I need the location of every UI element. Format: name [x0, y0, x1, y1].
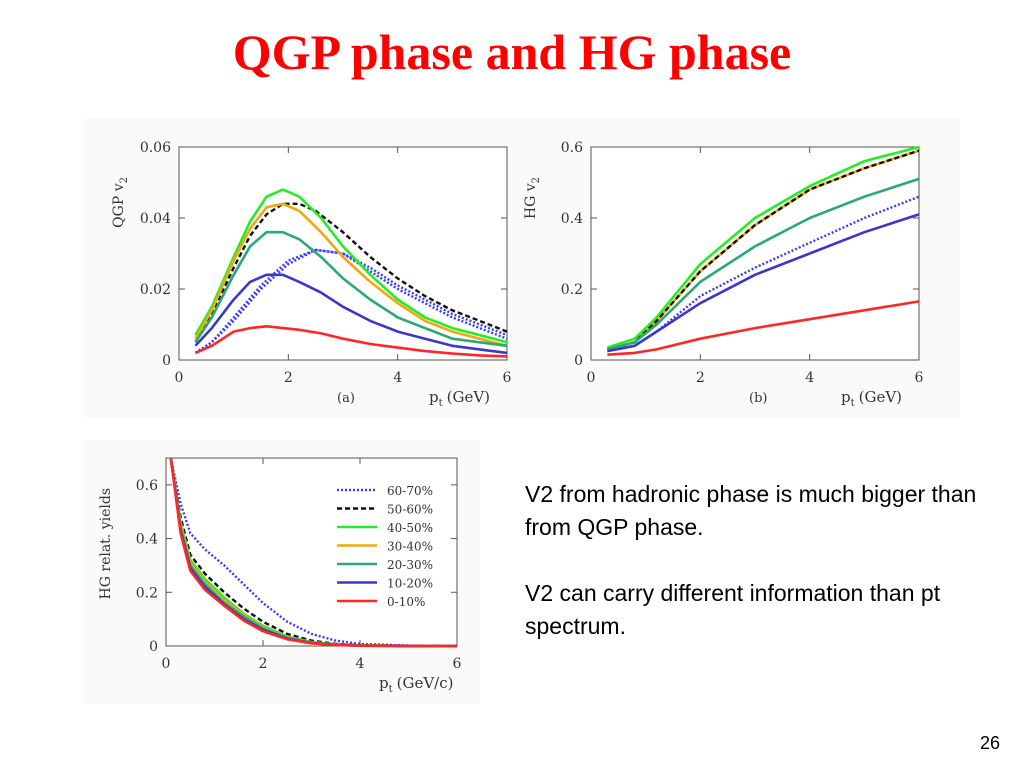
legend-label: 0-10% [387, 595, 425, 609]
series-line-10-20% [194, 273, 508, 355]
x-tick-label: 4 [393, 370, 402, 386]
note-1: V2 from hadronic phase is much bigger th… [525, 481, 977, 540]
panel-label: (b) [749, 391, 767, 406]
x-axis-label-sub: t [389, 684, 393, 695]
y-tick-label: 0.6 [136, 478, 158, 494]
slide-title: QGP phase and HG phase [232, 24, 792, 80]
y-axis-label-sub: 2 [531, 177, 542, 183]
y-tick-label: 0.4 [136, 532, 158, 548]
legend-label: 40-50% [387, 521, 433, 535]
y-axis-label-sub: 2 [119, 177, 130, 183]
y-axis-label: HG relat. yields [98, 488, 114, 599]
series-line-0-10% [169, 457, 457, 648]
series-line-40-50% [606, 145, 920, 349]
series-line-0-10% [194, 324, 508, 358]
chart-2: 0 2 4 600.20.40.6pt (GeV/c)HG relat. yields 6… [98, 457, 462, 695]
x-tick-label: 0 [587, 370, 596, 386]
y-tick-label: 0.4 [561, 211, 583, 227]
x-axis-label-unit: (GeV) [859, 388, 902, 406]
notes-text: V2 from hadronic phase is much bigger th… [525, 478, 1020, 676]
legend-label: 60-70% [387, 484, 433, 498]
x-axis-label-sub: t [439, 398, 443, 409]
y-tick-label: 0 [149, 639, 158, 655]
y-tick-label: 0.04 [140, 211, 171, 227]
series-line-20-30% [194, 230, 508, 348]
x-axis-label: pt (GeV) [841, 388, 902, 409]
y-tick-label: 0.06 [140, 140, 171, 156]
plot-frame [165, 457, 458, 647]
plot-frame [590, 146, 920, 361]
series-line-30-40% [194, 202, 508, 348]
y-axis-label: HG v2 [523, 177, 542, 219]
x-tick-label: 2 [259, 656, 268, 672]
legend-label: 10-20% [387, 577, 433, 591]
panel-label: (a) [337, 391, 355, 406]
series-line-0-10% [607, 300, 920, 356]
y-tick-label: 0.2 [561, 282, 583, 298]
x-tick-label: 6 [915, 370, 924, 386]
page-number: 26 [979, 733, 1000, 753]
x-tick-label: 0 [175, 370, 184, 386]
x-tick-label: 0 [162, 656, 171, 672]
series-line-10-20% [607, 213, 920, 353]
y-axis-label: QGP v2 [111, 177, 130, 228]
x-axis-label-unit: (GeV/c) [397, 674, 454, 692]
x-tick-label: 2 [696, 370, 705, 386]
x-tick-label: 2 [284, 370, 293, 386]
y-tick-label: 0.6 [561, 140, 583, 156]
legend-label: 30-40% [387, 540, 433, 554]
x-tick-label: 4 [805, 370, 814, 386]
x-tick-label: 4 [356, 656, 365, 672]
x-tick-label: 6 [453, 656, 462, 672]
x-axis-label: pt (GeV/c) [379, 674, 454, 695]
x-axis-label-unit: (GeV) [447, 388, 490, 406]
x-axis-label: pt (GeV) [429, 388, 490, 409]
y-tick-label: 0.02 [140, 282, 171, 298]
legend-label: 50-60% [387, 503, 433, 517]
y-tick-label: 0 [574, 353, 583, 369]
x-axis-label-sub: t [851, 398, 855, 409]
note-2: V2 can carry different information than … [525, 580, 941, 639]
series-line-50-60% [194, 202, 508, 343]
series-line-60-70% [169, 457, 458, 648]
y-tick-label: 0 [162, 353, 171, 369]
chart-1: 0 2 4 600.20.40.6pt (GeV)HG v2(b) [523, 140, 924, 409]
series-line-40-50% [194, 188, 508, 344]
y-tick-label: 0.2 [136, 585, 158, 601]
series-line-60-70% [194, 248, 508, 354]
x-tick-label: 6 [503, 370, 512, 386]
series-line-20-30% [607, 177, 920, 351]
legend-label: 20-30% [387, 558, 433, 572]
